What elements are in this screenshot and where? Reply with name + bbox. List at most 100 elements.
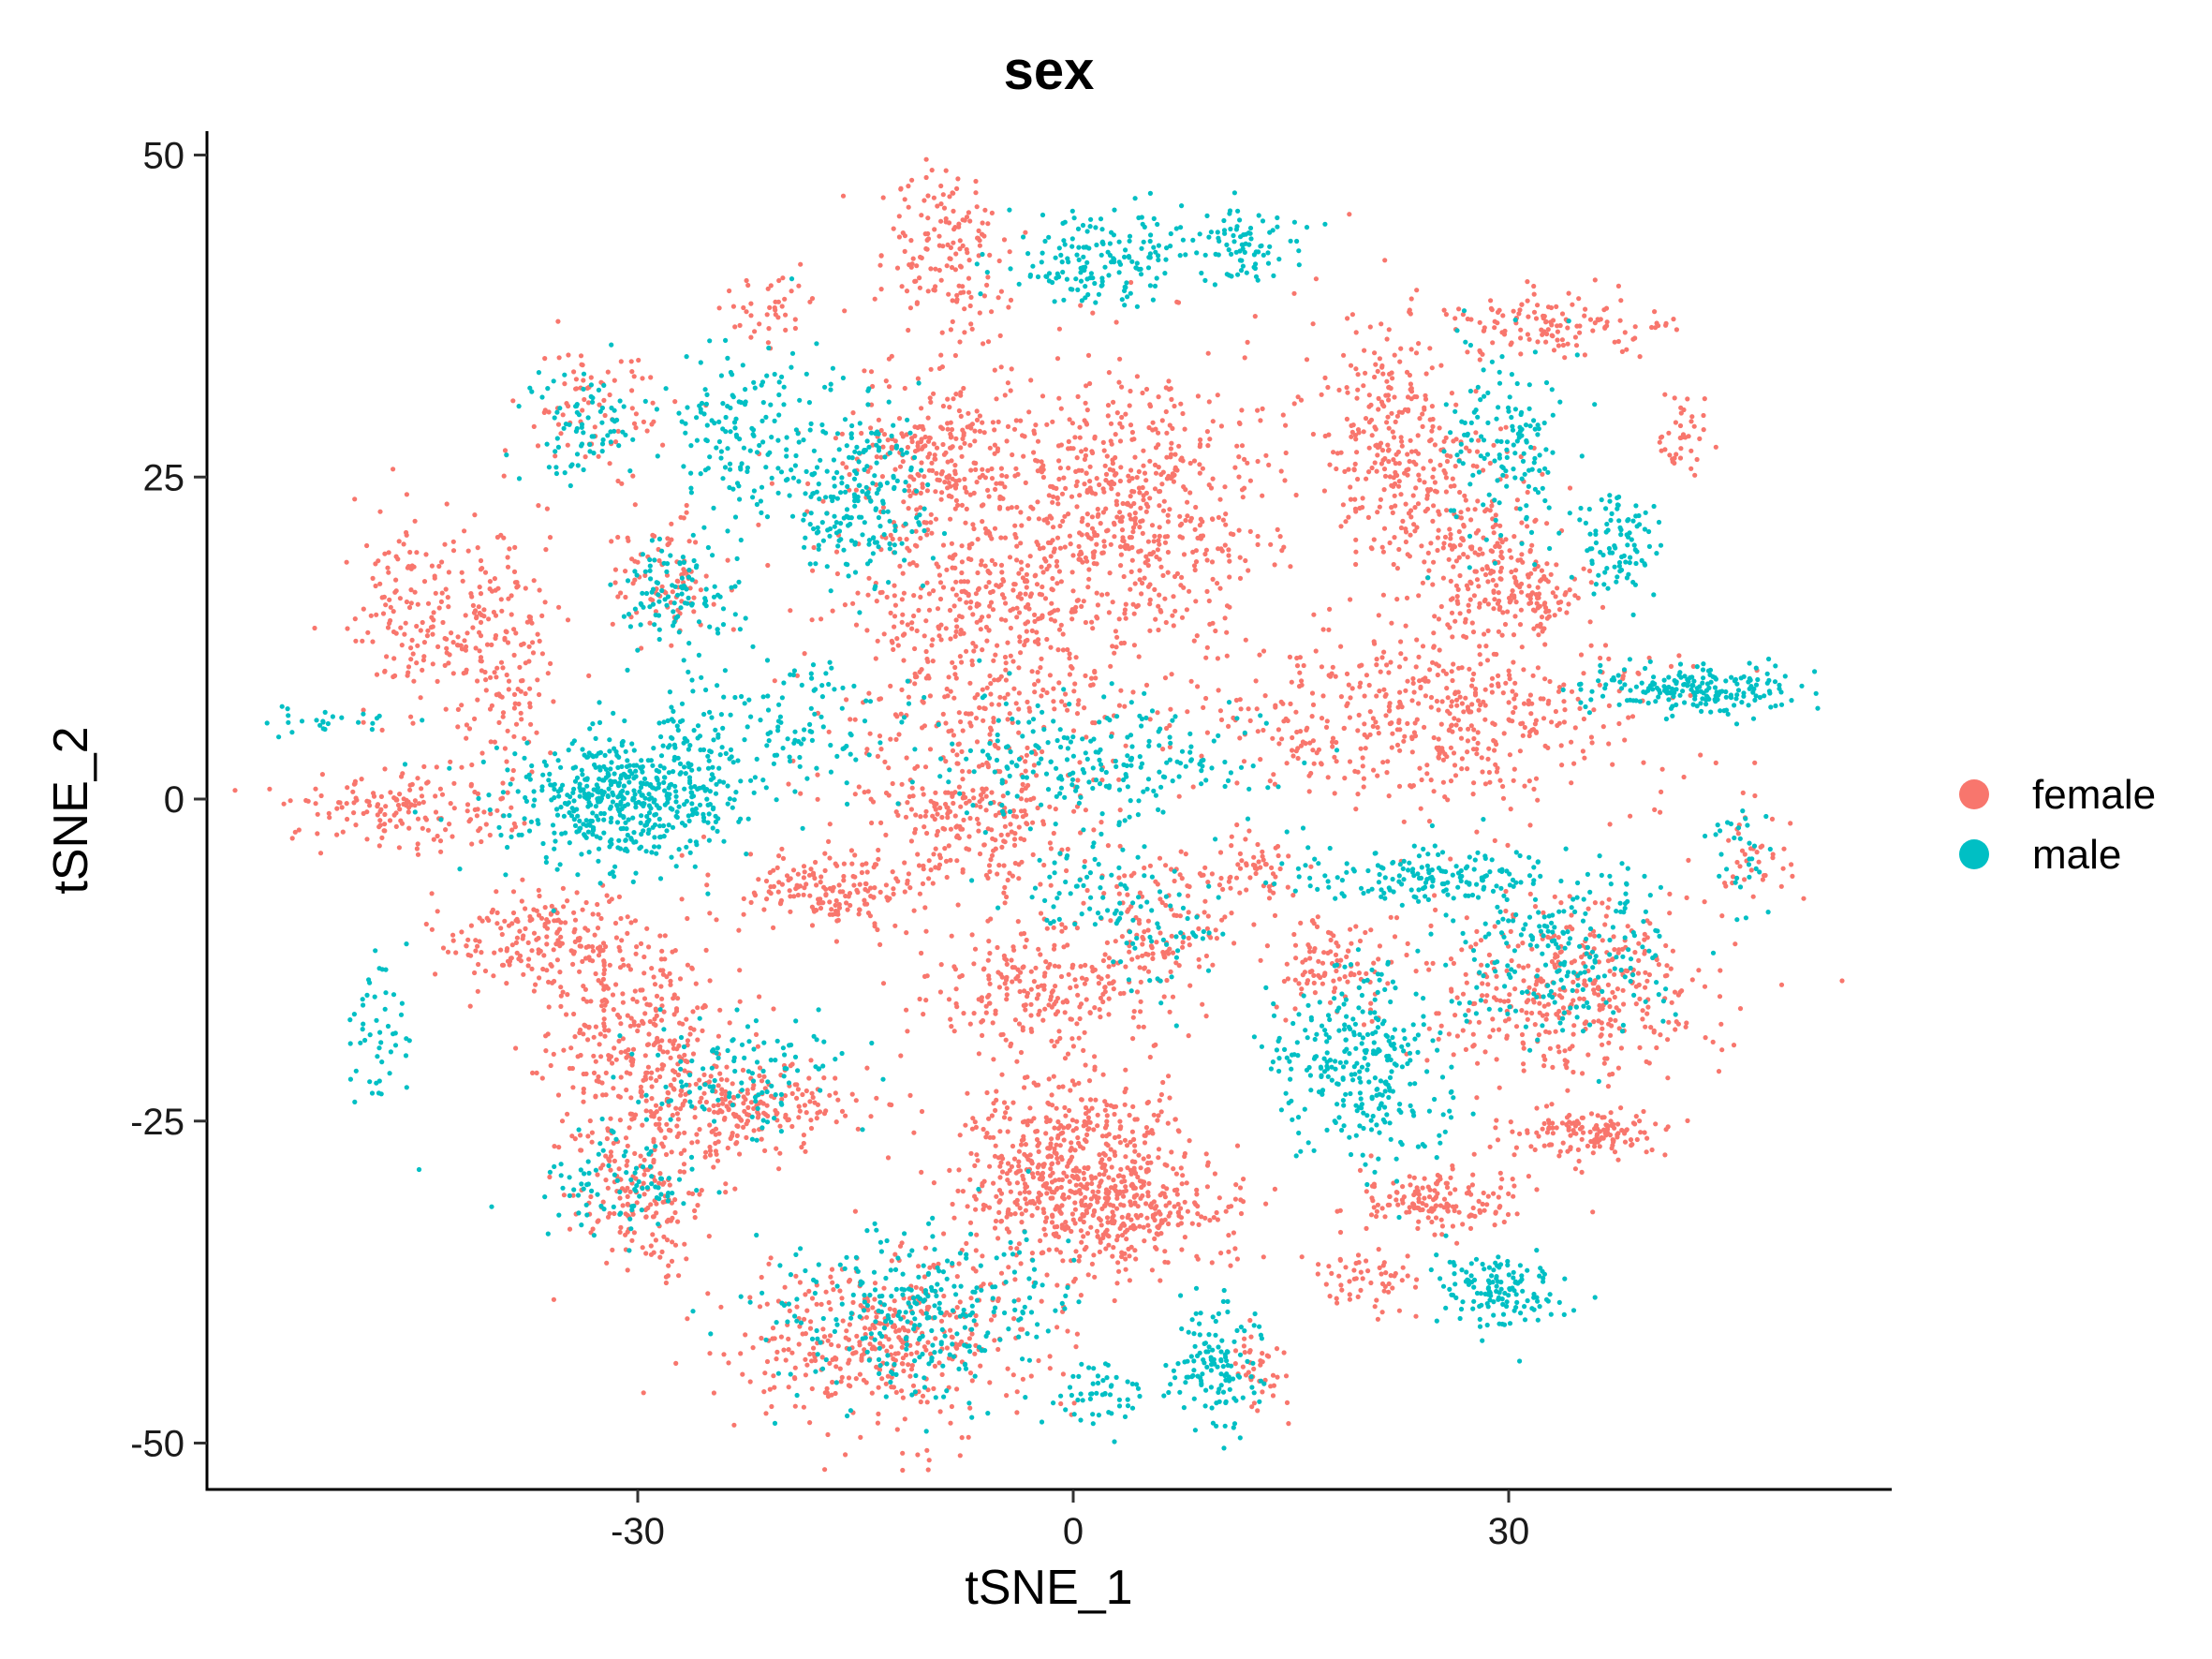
point-female (950, 748, 956, 754)
point-female (1389, 745, 1394, 750)
point-female (1344, 385, 1349, 391)
point-female (771, 1006, 776, 1012)
point-female (1148, 1205, 1154, 1210)
point-female (1064, 1174, 1069, 1179)
point-female (1009, 366, 1014, 372)
point-female (600, 976, 607, 982)
point-female (1491, 606, 1497, 612)
point-female (1041, 986, 1047, 992)
point-female (1449, 699, 1454, 704)
point-female (1145, 1222, 1151, 1228)
point-female (1509, 340, 1514, 346)
point-female (1428, 437, 1434, 443)
point-female (1663, 322, 1669, 328)
point-female (1328, 937, 1334, 943)
point-female (922, 633, 927, 639)
point-female (1040, 474, 1046, 481)
point-female (1366, 393, 1372, 398)
point-female (1004, 992, 1010, 998)
point-female (1471, 727, 1477, 733)
point-female (926, 591, 933, 597)
point-female (1109, 441, 1114, 447)
point-female (983, 1003, 989, 1009)
point-female (651, 1021, 656, 1027)
point-female (1396, 546, 1402, 553)
point-female (980, 647, 985, 653)
point-female (1052, 963, 1057, 969)
point-female (1179, 535, 1186, 541)
point-female (948, 435, 954, 440)
point-female (1412, 528, 1418, 534)
point-female (1003, 977, 1010, 983)
point-female (1172, 1117, 1178, 1122)
point-female (581, 1089, 586, 1095)
point-female (954, 299, 960, 304)
point-female (1114, 634, 1120, 640)
point-female (1111, 1245, 1116, 1251)
point-female (1606, 1021, 1612, 1027)
point-female (1511, 632, 1517, 638)
point-female (929, 530, 935, 536)
point-female (890, 780, 895, 787)
point-female (1620, 675, 1626, 682)
point-female (1674, 327, 1679, 333)
point-female (875, 638, 880, 644)
point-female (1171, 1166, 1176, 1172)
point-female (1399, 443, 1405, 449)
point-female (1319, 664, 1324, 670)
point-female (1016, 610, 1023, 615)
point-female (1393, 469, 1398, 475)
point-female (1030, 506, 1036, 511)
point-female (727, 1020, 732, 1026)
point-female (952, 506, 958, 511)
point-female (1348, 926, 1353, 932)
point-female (536, 887, 541, 894)
point-female (1208, 485, 1215, 491)
point-female (1480, 981, 1485, 986)
point-female (897, 536, 903, 542)
point-female (901, 499, 907, 505)
point-female (1618, 298, 1624, 304)
point-female (1108, 663, 1113, 669)
point-female (1129, 1159, 1135, 1164)
point-female (1111, 520, 1117, 526)
point-female (1187, 983, 1193, 988)
point-female (1009, 505, 1014, 511)
point-female (1394, 566, 1400, 571)
point-female (601, 1007, 607, 1014)
point-female (1620, 987, 1626, 993)
point-female (1386, 327, 1392, 333)
point-female (1010, 1143, 1016, 1149)
point-female (1036, 1163, 1041, 1168)
point-female (953, 675, 959, 681)
point-female (982, 1203, 988, 1208)
point-female (1379, 364, 1385, 370)
point-female (1526, 698, 1531, 704)
point-female (1393, 419, 1398, 424)
point-female (848, 717, 853, 722)
point-female (1538, 621, 1543, 627)
point-female (1526, 985, 1532, 990)
point-female (1032, 682, 1038, 688)
point-female (1512, 534, 1517, 540)
points-layer (232, 156, 1845, 1474)
point-female (1373, 443, 1379, 449)
point-female (925, 215, 931, 221)
point-female (1490, 720, 1496, 726)
point-female (1005, 1161, 1011, 1166)
point-female (839, 431, 846, 437)
point-female (1035, 499, 1040, 505)
point-female (1128, 586, 1133, 592)
point-female (1420, 644, 1426, 649)
point-female (1011, 842, 1018, 849)
point-female (1643, 985, 1648, 990)
point-female (1094, 590, 1099, 596)
point-female (1470, 792, 1476, 797)
point-female (701, 1072, 707, 1077)
point-female (1283, 422, 1289, 428)
point-female (1103, 477, 1109, 483)
point-female (911, 477, 917, 482)
point-female (598, 1054, 604, 1059)
point-female (1531, 626, 1537, 631)
point-female (1038, 952, 1043, 957)
